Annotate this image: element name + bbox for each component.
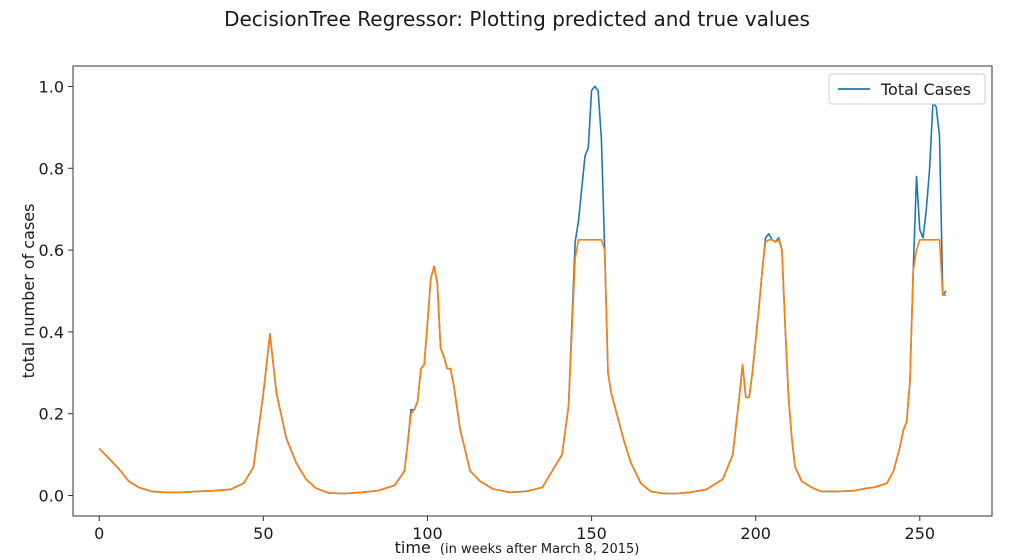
x-tick-label: 200 <box>740 524 771 543</box>
y-tick-label: 0.6 <box>39 241 64 260</box>
x-axis-label-main: time <box>395 538 431 557</box>
x-axis-label-note: (in weeks after March 8, 2015) <box>440 542 639 557</box>
x-axis: 0 50 100 150 200 250 <box>94 516 935 543</box>
series-line-orange <box>98 239 947 495</box>
x-axis-label: time (in weeks after March 8, 2015) <box>395 538 640 557</box>
y-tick-label: 0.0 <box>39 487 64 506</box>
y-tick-label: 0.4 <box>39 323 64 342</box>
x-tick-label: 100 <box>412 524 443 543</box>
y-axis-label: total number of cases <box>19 204 38 379</box>
y-axis: 0.0 0.2 0.4 0.6 0.8 1.0 <box>39 77 73 506</box>
legend-label-total-cases: Total Cases <box>880 80 971 99</box>
plot-area <box>72 65 993 517</box>
series-layer <box>98 85 947 495</box>
x-tick-label: 0 <box>94 524 104 543</box>
x-tick-label: 150 <box>576 524 607 543</box>
legend: Total Cases <box>828 73 986 105</box>
y-tick-label: 1.0 <box>39 77 64 96</box>
chart-title: DecisionTree Regressor: Plotting predict… <box>224 7 810 31</box>
plot-frame <box>72 65 993 517</box>
y-tick-label: 0.2 <box>39 405 64 424</box>
legend-box <box>828 73 986 105</box>
x-tick-label: 50 <box>253 524 273 543</box>
y-tick-label: 0.8 <box>39 159 64 178</box>
x-tick-label: 250 <box>905 524 936 543</box>
